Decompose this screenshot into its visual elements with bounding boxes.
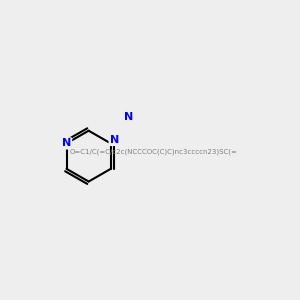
Text: N: N (62, 138, 71, 148)
Text: N: N (124, 112, 133, 122)
Text: N: N (110, 135, 119, 145)
Text: O=C1/C(=C/c2c(NCCCOC(C)C)nc3ccccn23)SC(=: O=C1/C(=C/c2c(NCCCOC(C)C)nc3ccccn23)SC(= (70, 148, 238, 155)
